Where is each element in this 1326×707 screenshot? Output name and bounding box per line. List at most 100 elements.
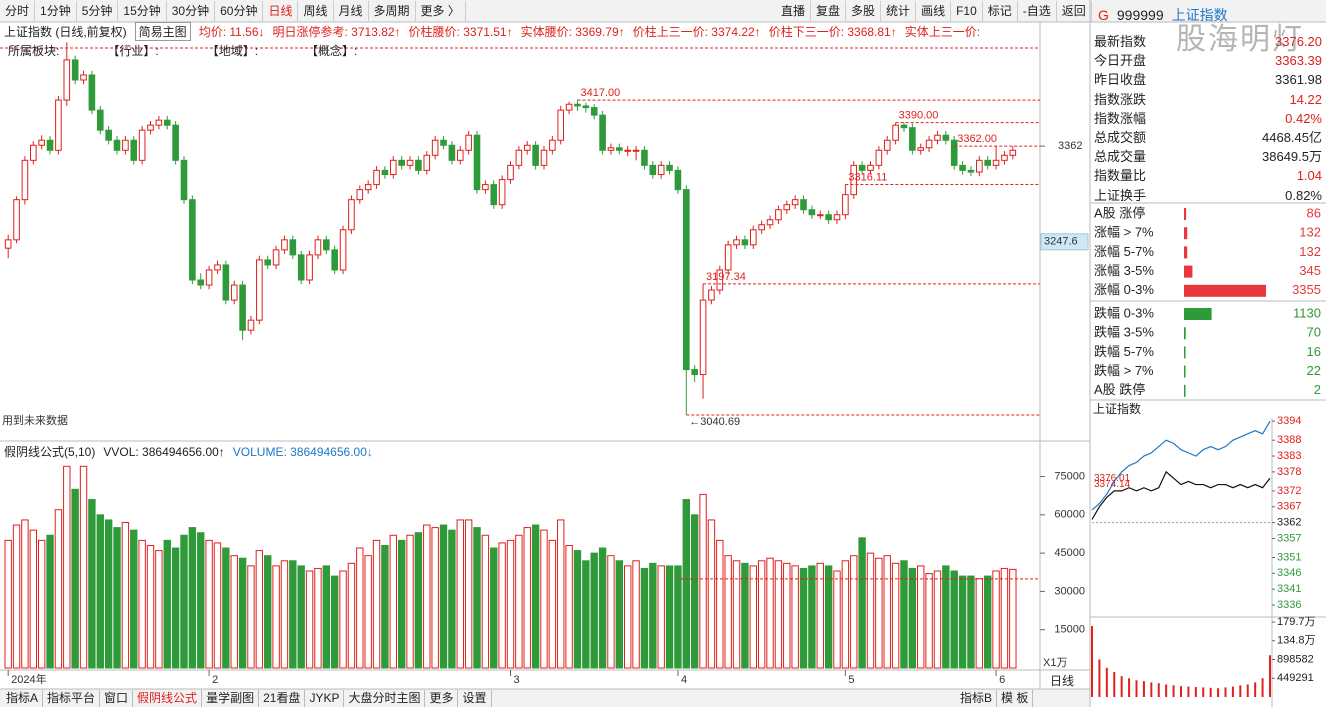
tab[interactable]: 指标B [956, 690, 998, 707]
stat-label: 昨日收盘 [1094, 72, 1147, 88]
tab[interactable]: 假阴线公式 [133, 690, 203, 707]
volume-bar [138, 539, 146, 669]
candle-body [323, 239, 330, 251]
candle-body [909, 127, 916, 151]
candle-body [180, 159, 188, 201]
y-tick-label: 75000 [1054, 470, 1085, 482]
volume-bar [54, 509, 63, 669]
tab[interactable]: 模 板 [997, 690, 1034, 707]
toolbar-button[interactable]: 日线 [263, 1, 299, 21]
stat-value: 4468.45亿 [1262, 130, 1322, 145]
quote-icon: G [1098, 7, 1109, 23]
toolbar-button[interactable]: 直播 [776, 1, 812, 21]
candle-body [13, 199, 20, 241]
volume-indicator: VOLUME: 386494656.00↓ [232, 444, 373, 459]
indicator-value: 明日涨停参考: 3713.82↑ [272, 25, 401, 39]
toolbar-button[interactable]: 15分钟 [118, 1, 167, 21]
indicator-value: 实体上三一价: [904, 25, 981, 39]
tab[interactable]: 21看盘 [259, 690, 306, 707]
volume-bar [121, 521, 130, 669]
tabs-right: 指标B 模 板 [956, 690, 1034, 707]
breadth-bar [1184, 308, 1212, 320]
volume-bar [205, 539, 213, 669]
toolbar-button[interactable]: 多周期 [369, 1, 416, 21]
breadth-value: 132 [1299, 244, 1321, 259]
candle-body [264, 259, 272, 266]
candle-body [582, 105, 590, 109]
volume-bar [707, 519, 716, 669]
tab[interactable]: 指标平台 [43, 690, 101, 707]
toolbar-button[interactable]: 30分钟 [167, 1, 216, 21]
tab[interactable]: 指标A [2, 690, 44, 707]
candle-body [55, 99, 62, 151]
toolbar-button[interactable]: 统计 [881, 1, 917, 21]
level-label: ←3040.69 [689, 416, 740, 428]
tab[interactable]: 量学副图 [202, 690, 260, 707]
toolbar-button[interactable]: 多股 [846, 1, 882, 21]
candle-body [590, 107, 598, 116]
candle-body [272, 249, 280, 266]
volume-bar [766, 557, 774, 669]
volume-bar [850, 555, 858, 669]
volume-bar [799, 567, 808, 669]
info-line: 上证指数 (日线,前复权) 简易主图 均价: 11.56↓ 明日涨停参考: 3713.… [0, 22, 984, 41]
toolbar-button[interactable]: 复盘 [811, 1, 847, 21]
toolbar-button[interactable]: 周线 [298, 1, 334, 21]
toolbar-button[interactable]: 5分钟 [77, 1, 119, 21]
candle-body [867, 164, 874, 171]
candle-body [833, 214, 841, 221]
volume-bar [808, 565, 816, 669]
volume-bar [640, 567, 649, 669]
stat-label: 指数涨幅 [1094, 110, 1147, 126]
toolbar-button[interactable]: -自选 [1018, 1, 1057, 21]
candle-body [900, 124, 908, 129]
candle-body [306, 254, 313, 281]
tab[interactable]: 设置 [458, 690, 492, 707]
toolbar-button[interactable]: 1分钟 [35, 1, 77, 21]
toolbar-button[interactable]: 60分钟 [215, 1, 264, 21]
volume-bar [774, 560, 783, 669]
toolbar-button[interactable]: 返回 [1057, 1, 1092, 21]
stat-label: 总成交量 [1094, 149, 1147, 165]
volume-bar [272, 565, 280, 669]
breadth-value: 2 [1314, 382, 1321, 397]
tab[interactable]: JYKP [305, 690, 345, 707]
volume-bar [506, 539, 515, 669]
breadth-value: 1130 [1293, 305, 1321, 320]
candle-body [222, 264, 230, 301]
candle-body [256, 259, 263, 321]
candle-body [406, 159, 414, 166]
y-tick-label: 15000 [1054, 624, 1085, 636]
candle-body [364, 184, 372, 191]
stat-value: 0.82% [1285, 187, 1322, 203]
candle-body [515, 149, 523, 166]
tab[interactable]: 更多 [425, 690, 459, 707]
breadth-bar [1184, 327, 1186, 340]
volume-bar [12, 524, 21, 669]
toolbar-button[interactable]: 画线 [916, 1, 952, 21]
toolbar-button[interactable]: F10 [951, 1, 983, 21]
template-name[interactable]: 简易主图 [134, 22, 191, 41]
volume-bar [967, 575, 975, 669]
y-tick-label: 30000 [1054, 585, 1085, 597]
candle-body [314, 239, 322, 256]
volume-bar [674, 565, 682, 669]
candle-body [247, 319, 255, 331]
candle-body [356, 189, 364, 201]
tab[interactable]: 窗口 [100, 690, 134, 707]
volume-bar [724, 555, 732, 669]
tab[interactable]: 大盘分时主图 [344, 690, 426, 707]
candle-body [716, 269, 724, 291]
volume-bar [732, 560, 741, 669]
candle-body [842, 194, 849, 216]
toolbar-button[interactable]: 分时 [0, 1, 36, 21]
toolbar-button[interactable]: 月线 [334, 1, 369, 21]
stat-label: 上证换手 [1094, 187, 1147, 203]
level-label: 3390.00 [899, 110, 939, 122]
candle-body [415, 159, 422, 171]
toolbar-button[interactable]: 更多 〉 [416, 1, 466, 21]
volume-bar [180, 534, 188, 669]
volume-bar [71, 488, 79, 669]
stat-row: 上证换手 0.82% [1094, 186, 1322, 205]
toolbar-button[interactable]: 标记 [983, 1, 1018, 21]
